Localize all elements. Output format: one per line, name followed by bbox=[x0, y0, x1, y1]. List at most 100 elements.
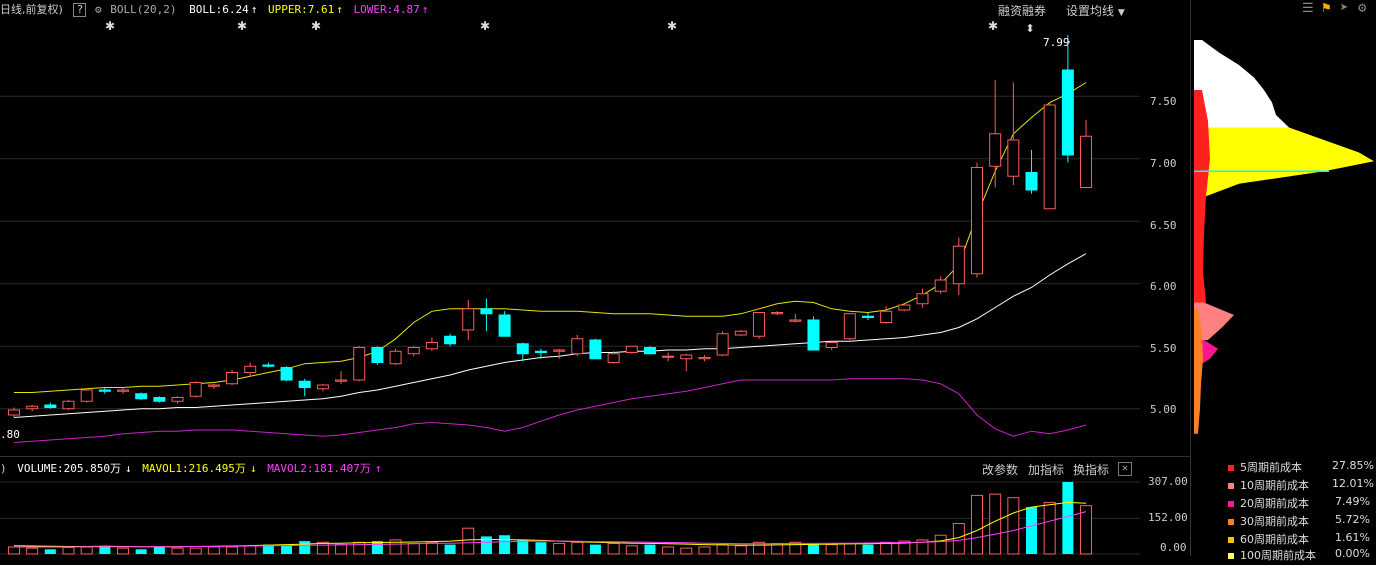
candle-body bbox=[989, 133, 1002, 167]
event-star-icon: ✱ bbox=[480, 19, 490, 33]
legend-swatch bbox=[1228, 483, 1234, 489]
volume-bar bbox=[80, 546, 93, 555]
chip-area bbox=[1194, 302, 1234, 340]
candle-body bbox=[534, 350, 547, 353]
y-tick-label: 6.50 bbox=[1150, 219, 1177, 232]
y-tick-label: 7.00 bbox=[1150, 157, 1177, 170]
candle-body bbox=[389, 350, 402, 365]
volume-chart[interactable] bbox=[0, 456, 1190, 556]
volume-bar bbox=[444, 544, 456, 554]
volume-bar bbox=[299, 541, 311, 554]
candle-body bbox=[971, 167, 984, 275]
volume-bar bbox=[44, 549, 56, 554]
volume-bar bbox=[8, 546, 20, 555]
arrow-up-icon: ↑ bbox=[374, 462, 382, 475]
legend-pct: 1.61% bbox=[1335, 531, 1370, 544]
volume-bar bbox=[335, 544, 348, 555]
price-chart[interactable]: ✱ ✱ ✱ ✱ ✱ ✱ ⬍ bbox=[0, 0, 1190, 456]
volume-bar bbox=[153, 546, 165, 554]
candle-body bbox=[643, 347, 656, 355]
gear-icon[interactable]: ⚙ bbox=[95, 3, 102, 16]
volume-bar bbox=[1026, 507, 1038, 554]
legend-pct: 27.85% bbox=[1332, 459, 1374, 472]
legend-swatch bbox=[1228, 519, 1234, 525]
candle-body bbox=[171, 397, 184, 402]
volume-bar bbox=[26, 547, 39, 555]
ma-setting-label: 设置均线 bbox=[1066, 4, 1115, 18]
volume-bar bbox=[898, 540, 911, 555]
volume-bar bbox=[916, 539, 929, 555]
legend-pct: 0.00% bbox=[1335, 547, 1370, 560]
close-icon[interactable]: ✕ bbox=[1118, 462, 1132, 476]
gear-icon[interactable]: ⚙ bbox=[1358, 0, 1367, 16]
volume-bar bbox=[499, 535, 511, 554]
legend-item: 30周期前成本 5.72% bbox=[1228, 513, 1370, 531]
volume-bar bbox=[171, 547, 184, 555]
candle-body bbox=[771, 312, 784, 315]
margin-trading-button[interactable]: 融资融券 bbox=[998, 4, 1047, 18]
legend-swatch bbox=[1228, 501, 1234, 507]
chip-area bbox=[1194, 308, 1203, 434]
volume-bar bbox=[752, 541, 765, 555]
legend-item: 60周期前成本 1.61% bbox=[1228, 531, 1370, 549]
volume-bar bbox=[1080, 505, 1093, 555]
candle-body bbox=[444, 335, 457, 345]
volume-header: ) VOLUME:205.850万 ↓ MAVOL1:216.495万 ↓ MAVO… bbox=[0, 462, 382, 476]
flag-icon[interactable]: ⚑ bbox=[1322, 0, 1331, 16]
panel-divider bbox=[0, 456, 1190, 457]
arrow-icon[interactable]: ➤ bbox=[1340, 0, 1349, 16]
chart-header: 日线,前复权) ? ⚙ BOLL(20,2) BOLL:6.24 ↑ UPPER:… bbox=[0, 2, 428, 18]
volume-bar bbox=[425, 541, 438, 555]
legend-label: 60周期前成本 bbox=[1240, 533, 1309, 546]
lower-value: LOWER:4.87 bbox=[353, 3, 420, 16]
edit-params-button[interactable]: 改参数 bbox=[982, 463, 1019, 477]
add-indicator-button[interactable]: 加指标 bbox=[1028, 463, 1065, 477]
candle-body bbox=[607, 353, 620, 363]
candle-body bbox=[8, 409, 20, 416]
chip-area bbox=[1194, 90, 1210, 303]
legend-swatch bbox=[1228, 537, 1234, 543]
candle-body bbox=[825, 342, 838, 348]
volume-bar bbox=[680, 547, 693, 555]
boll-value: BOLL:6.24 bbox=[189, 3, 249, 16]
mavol1-value: MAVOL1:216.495万 bbox=[142, 462, 246, 475]
period-label[interactable]: 日线,前复权) bbox=[0, 3, 63, 16]
chip-area bbox=[1194, 127, 1374, 197]
candle-body bbox=[425, 342, 438, 350]
legend-item: 20周期前成本 7.49% bbox=[1228, 495, 1370, 513]
candle-body bbox=[571, 338, 584, 355]
y-tick-label: 6.00 bbox=[1150, 280, 1177, 293]
volume-value: VOLUME:205.850万 bbox=[17, 462, 121, 475]
candle-body bbox=[1080, 135, 1093, 188]
candle-body bbox=[462, 308, 475, 331]
candle-body bbox=[371, 347, 384, 363]
legend-swatch bbox=[1228, 465, 1234, 471]
volume-bar bbox=[589, 544, 601, 554]
volume-bar bbox=[535, 542, 547, 554]
candle-body bbox=[353, 347, 366, 381]
candle-body bbox=[1061, 69, 1074, 156]
volume-bar bbox=[207, 546, 220, 555]
volume-bar bbox=[517, 539, 529, 554]
candle-body bbox=[734, 330, 747, 336]
volume-bar bbox=[825, 544, 838, 555]
legend-item: 10周期前成本 12.01% bbox=[1228, 477, 1374, 495]
ma-setting-button[interactable]: 设置均线 ▼ bbox=[1066, 2, 1125, 19]
switch-indicator-button[interactable]: 换指标 bbox=[1073, 463, 1110, 477]
candle-body bbox=[62, 400, 75, 410]
candle-body bbox=[207, 384, 220, 387]
arrow-down-icon: ↓ bbox=[124, 462, 132, 475]
event-star-icon: ✱ bbox=[105, 19, 115, 33]
volume-bar bbox=[843, 542, 856, 555]
panel-divider bbox=[1190, 0, 1191, 556]
candle-body bbox=[26, 405, 39, 410]
help-button[interactable]: ? bbox=[73, 3, 87, 17]
list-icon[interactable]: ☰ bbox=[1302, 1, 1314, 16]
candle-body bbox=[226, 372, 239, 385]
volume-bar bbox=[1062, 482, 1074, 554]
candle-body bbox=[262, 364, 275, 367]
volume-bar bbox=[316, 541, 329, 555]
legend-pct: 7.49% bbox=[1335, 495, 1370, 508]
legend-label: 10周期前成本 bbox=[1240, 479, 1309, 492]
volume-prefix: ) bbox=[0, 462, 7, 475]
